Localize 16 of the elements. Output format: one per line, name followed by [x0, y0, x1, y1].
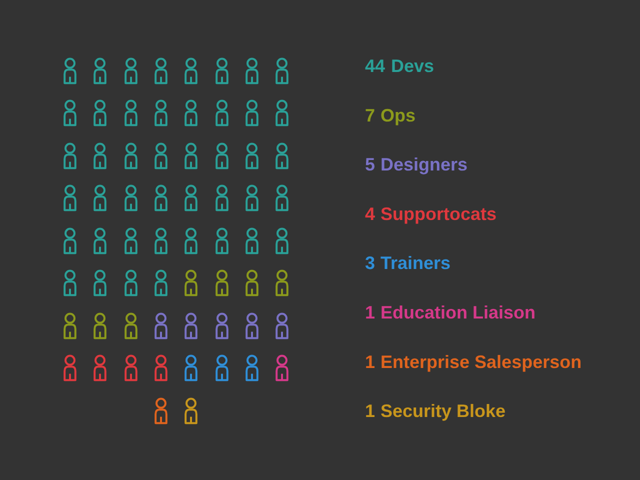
category-label: Ops: [380, 105, 416, 126]
category-label: Supportocats: [380, 204, 497, 224]
data-label: 1: [365, 401, 376, 422]
category-label: Devs: [391, 56, 434, 76]
data-label: 1: [365, 302, 376, 322]
category-label: Security Bloke: [380, 401, 506, 422]
category-label: Designers: [380, 154, 468, 175]
data-label: 7: [365, 105, 376, 126]
category-label: Education Liaison: [380, 302, 536, 322]
data-label: 3: [365, 253, 376, 274]
data-label: 1: [365, 352, 376, 372]
category-label: Trainers: [380, 253, 451, 274]
data-label: 5: [365, 154, 376, 175]
data-label: 44: [365, 56, 386, 76]
category-label: Enterprise Salesperson: [380, 352, 582, 372]
data-label: 4: [365, 204, 376, 224]
